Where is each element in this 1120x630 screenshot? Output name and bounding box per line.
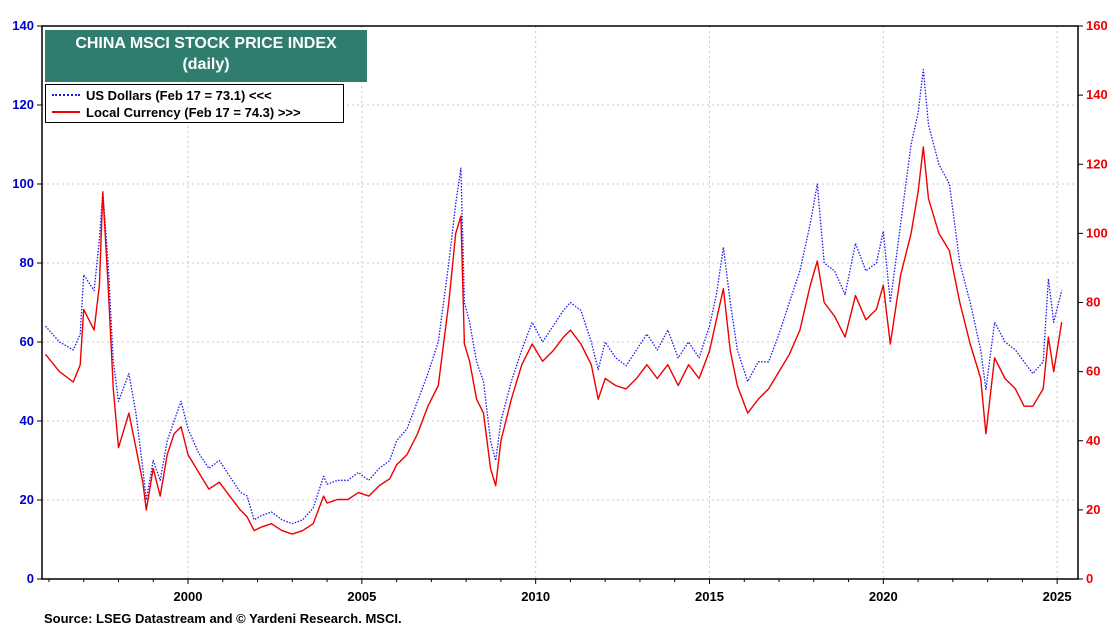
y-right-tick-label: 100 [1086,225,1108,240]
y-right-tick-label: 120 [1086,156,1108,171]
x-tick-label: 2015 [695,589,724,604]
y-right-tick-label: 40 [1086,433,1100,448]
y-right-tick-label: 160 [1086,18,1108,33]
y-right-tick-label: 140 [1086,87,1108,102]
legend-swatch-local [52,111,80,113]
y-left-tick-label: 120 [12,97,34,112]
tick-labels: 0 20 40 60 80 100 120 140 0 20 40 60 80 100 120 140 160 2… [12,18,1107,604]
chart-title-box: CHINA MSCI STOCK PRICE INDEX (daily) [45,30,367,82]
x-tick-label: 2000 [174,589,203,604]
x-tick-label: 2010 [521,589,550,604]
legend-label-local: Local Currency (Feb 17 = 74.3) >>> [86,104,301,120]
x-tick-label: 2005 [347,589,376,604]
series-line-local-currency [44,146,1063,535]
y-right-tick-label: 80 [1086,295,1100,310]
y-right-tick-label: 20 [1086,502,1100,517]
y-left-tick-label: 40 [20,413,34,428]
legend-swatch-usd [52,94,80,96]
y-left-tick-label: 20 [20,492,34,507]
chart-subtitle: (daily) [182,56,230,73]
legend: US Dollars (Feb 17 = 73.1) <<< Local Cur… [45,84,344,123]
y-right-tick-label: 0 [1086,571,1093,586]
series-lines [44,68,1063,535]
x-tick-label: 2025 [1043,589,1072,604]
y-left-tick-label: 140 [12,18,34,33]
y-left-tick-label: 80 [20,255,34,270]
legend-entry-usd: US Dollars (Feb 17 = 73.1) <<< [52,87,272,103]
y-right-tick-label: 60 [1086,364,1100,379]
y-left-tick-label: 100 [12,176,34,191]
y-left-tick-label: 0 [27,571,34,586]
series-line-us-dollars [45,68,1063,525]
x-tick-label: 2020 [869,589,898,604]
source-note: Source: LSEG Datastream and © Yardeni Re… [44,611,402,626]
grid [42,26,1078,579]
y-left-tick-label: 60 [20,334,34,349]
chart-title: CHINA MSCI STOCK PRICE INDEX [75,35,337,52]
legend-entry-local: Local Currency (Feb 17 = 74.3) >>> [52,104,301,120]
plot-frame [41,25,1079,580]
legend-label-usd: US Dollars (Feb 17 = 73.1) <<< [86,87,272,103]
